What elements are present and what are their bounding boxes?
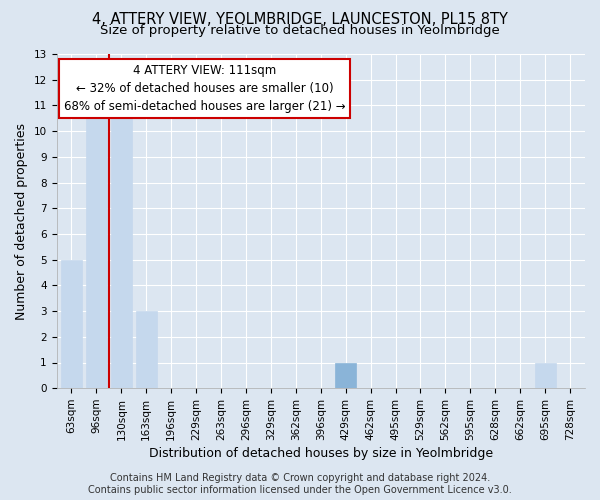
Y-axis label: Number of detached properties: Number of detached properties <box>15 122 28 320</box>
Bar <box>535 362 556 388</box>
Bar <box>111 106 132 388</box>
Bar <box>61 260 82 388</box>
Bar <box>136 311 157 388</box>
Bar <box>86 106 107 388</box>
Text: Size of property relative to detached houses in Yeolmbridge: Size of property relative to detached ho… <box>100 24 500 37</box>
Text: 4 ATTERY VIEW: 111sqm
← 32% of detached houses are smaller (10)
68% of semi-deta: 4 ATTERY VIEW: 111sqm ← 32% of detached … <box>64 64 346 113</box>
Bar <box>335 362 356 388</box>
X-axis label: Distribution of detached houses by size in Yeolmbridge: Distribution of detached houses by size … <box>149 447 493 460</box>
Text: Contains HM Land Registry data © Crown copyright and database right 2024.
Contai: Contains HM Land Registry data © Crown c… <box>88 474 512 495</box>
Text: 4, ATTERY VIEW, YEOLMBRIDGE, LAUNCESTON, PL15 8TY: 4, ATTERY VIEW, YEOLMBRIDGE, LAUNCESTON,… <box>92 12 508 28</box>
